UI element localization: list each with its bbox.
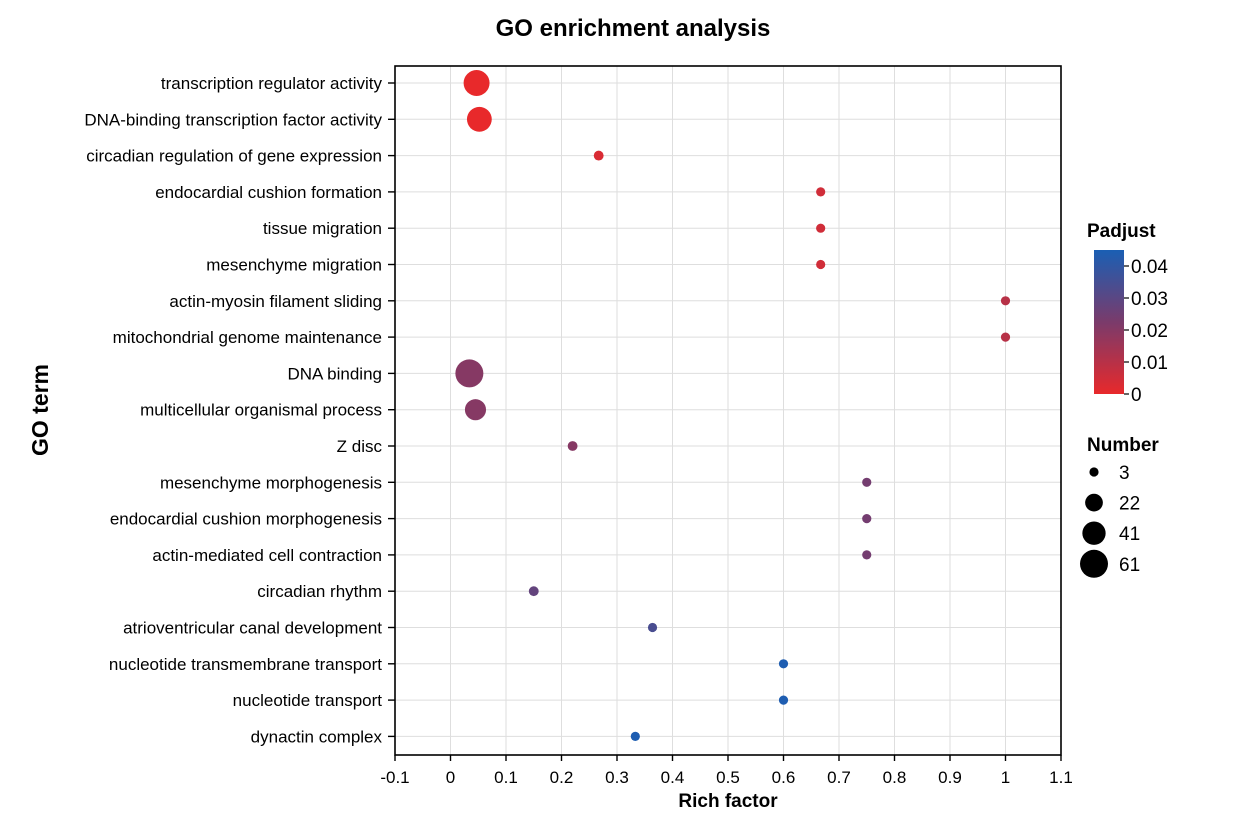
x-tick-label: 1.1 xyxy=(1049,768,1073,787)
x-tick-label: 0.3 xyxy=(605,768,629,787)
y-tick-label: mitochondrial genome maintenance xyxy=(113,328,382,347)
data-point xyxy=(816,187,826,197)
x-tick-label: 0.8 xyxy=(883,768,907,787)
y-tick-label: endocardial cushion formation xyxy=(155,183,382,202)
y-axis-title: GO term xyxy=(27,364,53,456)
color-legend-label: 0.01 xyxy=(1131,353,1168,374)
size-legend-items: 3 22 41 61 xyxy=(1080,463,1140,578)
x-tick-label: 0.7 xyxy=(827,768,851,787)
x-axis-title: Rich factor xyxy=(678,791,778,812)
y-tick-label: nucleotide transmembrane transport xyxy=(109,655,382,674)
x-tick-label: 0.6 xyxy=(772,768,796,787)
data-point xyxy=(647,622,658,633)
y-tick-label: mesenchyme morphogenesis xyxy=(160,473,382,492)
size-legend-title: Number xyxy=(1087,435,1159,456)
y-tick-label: circadian rhythm xyxy=(257,582,382,601)
data-point xyxy=(862,477,872,487)
y-tick-label: multicellular organismal process xyxy=(140,401,382,420)
size-legend: Number 3 22 41 61 xyxy=(1080,435,1159,578)
size-legend-circle xyxy=(1082,521,1106,545)
color-legend-label: 0.03 xyxy=(1131,289,1168,310)
y-axis: transcription regulator activity DNA-bind… xyxy=(84,74,395,746)
color-legend-label: 0.04 xyxy=(1131,257,1168,278)
x-tick-label: 0 xyxy=(446,768,455,787)
size-legend-circle xyxy=(1089,467,1099,477)
color-legend-bar xyxy=(1094,250,1124,394)
y-tick-label: actin-myosin filament sliding xyxy=(169,292,382,311)
y-tick-label: actin-mediated cell contraction xyxy=(152,546,382,565)
x-tick-label: 0.9 xyxy=(938,768,962,787)
y-tick-label: mesenchyme migration xyxy=(206,256,382,275)
data-point xyxy=(862,550,872,560)
data-point xyxy=(630,731,640,742)
data-point xyxy=(528,586,539,597)
plot-grid xyxy=(394,66,1062,755)
y-tick-label: tissue migration xyxy=(263,219,382,238)
size-legend-circle xyxy=(1080,549,1108,578)
color-legend: Padjust 0 0.01 0.02 0.03 0.04 xyxy=(1087,221,1168,406)
data-point xyxy=(1000,296,1011,306)
data-point xyxy=(455,359,484,388)
y-tick-label: atrioventricular canal development xyxy=(123,619,382,638)
x-tick-label: 1 xyxy=(1001,768,1010,787)
y-tick-label: transcription regulator activity xyxy=(161,74,383,93)
size-legend-label: 61 xyxy=(1119,555,1140,576)
data-point xyxy=(1000,332,1011,342)
y-tick-label: Z disc xyxy=(337,437,383,456)
size-legend-label: 41 xyxy=(1119,524,1140,545)
size-legend-label: 22 xyxy=(1119,494,1140,515)
y-tick-label: circadian regulation of gene expression xyxy=(86,147,382,166)
data-point xyxy=(816,223,826,233)
color-legend-title: Padjust xyxy=(1087,221,1156,242)
x-axis: -0.1 0 0.1 0.2 0.3 0.4 0.5 0.6 0.7 0.8 0.9 1 1.1 xyxy=(380,755,1073,787)
data-point xyxy=(466,106,492,132)
x-tick-label: 0.2 xyxy=(550,768,574,787)
size-legend-label: 3 xyxy=(1119,463,1130,484)
data-point xyxy=(567,441,578,451)
x-tick-label: -0.1 xyxy=(380,768,409,787)
data-points xyxy=(455,70,1011,742)
data-point xyxy=(816,259,826,270)
plot-frame xyxy=(394,65,1062,756)
y-tick-label: endocardial cushion morphogenesis xyxy=(110,510,382,529)
x-tick-label: 0.1 xyxy=(494,768,518,787)
data-point xyxy=(778,659,789,669)
color-legend-label: 0.02 xyxy=(1131,321,1168,342)
data-point xyxy=(862,514,872,524)
y-tick-label: DNA binding xyxy=(287,364,382,383)
y-tick-label: nucleotide transport xyxy=(233,691,383,710)
data-point xyxy=(593,150,604,161)
data-point xyxy=(463,70,490,96)
size-legend-circle xyxy=(1085,493,1103,512)
color-legend-ticks: 0 0.01 0.02 0.03 0.04 xyxy=(1124,257,1168,406)
data-point xyxy=(464,399,487,421)
chart-title: GO enrichment analysis xyxy=(496,15,771,42)
x-tick-label: 0.4 xyxy=(661,768,685,787)
y-tick-label: DNA-binding transcription factor activit… xyxy=(84,110,382,129)
x-tick-label: 0.5 xyxy=(716,768,740,787)
y-tick-label: dynactin complex xyxy=(251,727,383,746)
color-legend-label: 0 xyxy=(1131,385,1142,406)
data-point xyxy=(778,695,789,705)
